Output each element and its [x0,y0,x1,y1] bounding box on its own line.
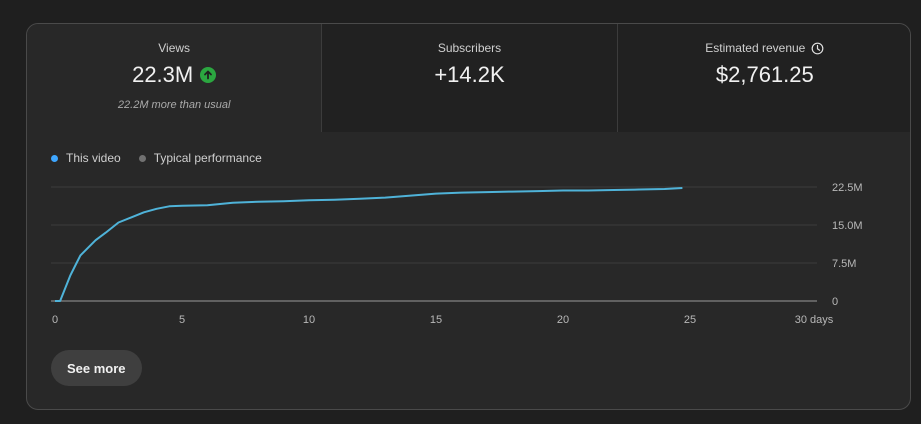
y-tick-label: 22.5M [832,182,863,194]
views-label-text: Views [158,41,191,55]
x-tick-label: 30 days [795,314,834,326]
views-comparison-text: 22.2M more than usual [117,99,231,111]
chart-legend: This video Typical performance [51,151,262,165]
revenue-value: $2,761.25 [715,62,814,87]
x-tick-label: 20 [557,314,569,326]
legend-label-typical: Typical performance [153,151,262,165]
analytics-card: Views 22.3M 22.2M more than usual Subscr… [26,23,911,410]
subscribers-label: Subscribers [322,41,616,55]
x-tick-label: 15 [430,314,442,326]
revenue-label-text: Estimated revenue [705,41,806,55]
x-tick-label: 5 [179,314,185,326]
legend-item-this-video[interactable]: This video [51,151,121,165]
x-tick-label: 10 [303,314,315,326]
legend-dot-this-video [51,154,58,162]
legend-item-typical[interactable]: Typical performance [138,151,262,165]
line-chart: 0 7.5M 15.0M 22.5M 0 5 10 15 20 25 30 days [51,182,863,326]
metric-tab-views[interactable]: Views 22.3M 22.2M more than usual [27,24,322,132]
views-label: Views [27,41,321,55]
clock-icon[interactable] [811,42,824,55]
series-line-this-video [55,187,683,302]
metrics-row: Views 22.3M 22.2M more than usual Subscr… [27,24,910,132]
y-tick-label: 0 [832,296,838,308]
x-tick-label: 0 [52,314,58,326]
legend-label-this-video: This video [66,151,121,165]
revenue-label: Estimated revenue [618,41,910,55]
metric-tab-revenue[interactable]: Estimated revenue $2,761.25 [616,24,910,132]
see-more-button[interactable]: See more [51,350,142,386]
subscribers-label-text: Subscribers [437,41,502,55]
legend-dot-typical [138,154,146,162]
revenue-value-row: $2,761.25 [618,62,910,88]
arrow-up-circle-icon [200,67,217,83]
x-tick-label: 25 [684,314,696,326]
subscribers-value: +14.2K [434,62,505,87]
metric-tab-subscribers[interactable]: Subscribers +14.2K [321,24,617,132]
subscribers-value-row: +14.2K [322,62,616,88]
y-tick-label: 7.5M [832,258,856,270]
views-value: 22.3M [132,62,194,87]
y-tick-label: 15.0M [832,220,863,232]
views-value-row: 22.3M [27,62,321,88]
